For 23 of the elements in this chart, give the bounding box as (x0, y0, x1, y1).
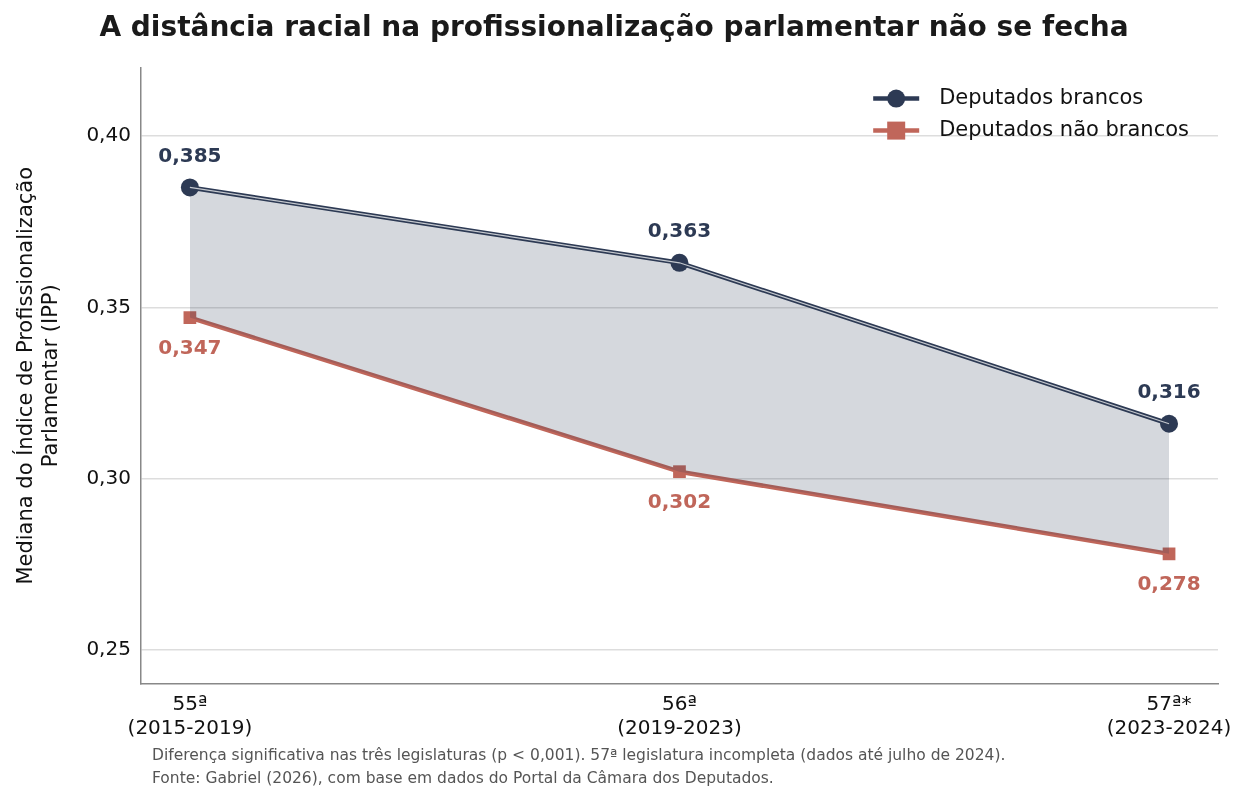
y-axis-title: Mediana do Índice de Profissionalização Parlamentar (IPP) (12, 166, 63, 585)
x-tick-label: 55ª (2015-2019) (127, 691, 253, 740)
chart-title: A distância racial na profissionalização parlamentar não se fecha (99, 10, 1129, 44)
data-label: 0,363 (647, 218, 712, 242)
data-label: 0,347 (158, 334, 222, 359)
point (183, 311, 197, 324)
point (180, 178, 199, 197)
point (673, 465, 686, 479)
data-label: 0,278 (1137, 571, 1201, 596)
point (1160, 414, 1179, 433)
data-label: 0,385 (158, 142, 222, 167)
legend-label: Deputados brancos (939, 85, 1144, 110)
y-tick-label: 0,40 (86, 122, 131, 147)
source-note: Fonte: Gabriel (2026), com base em dados do Portal da Câmara dos Deputados. (152, 768, 775, 789)
legend-label: Deputados não brancos (939, 117, 1190, 142)
y-tick-label: 0,35 (86, 293, 131, 318)
x-tick-label: 56ª (2019-2023) (617, 691, 742, 740)
text: Diferença significativa nas três legislaturas (p < 0,001). 57ª legislatura incompleta (dados até julho de 2024). (152, 745, 1006, 766)
data-label: 0,316 (1137, 378, 1201, 403)
x-tick-label: 57ª* (2023-2024) (1106, 691, 1232, 740)
data-label: 0,302 (647, 488, 712, 513)
y-tick-label: 0,30 (86, 464, 131, 489)
y-tick-label: 0,25 (86, 635, 131, 660)
